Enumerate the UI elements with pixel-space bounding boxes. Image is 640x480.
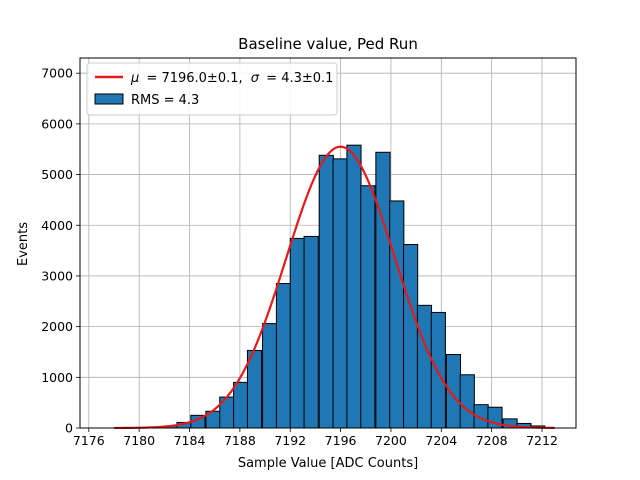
x-tick-label: 7180 [123, 433, 155, 448]
legend: μ = 7196.0±0.1, σ = 4.3±0.1 RMS = 4.3 [86, 62, 338, 116]
legend-sigma-value: = 4.3±0.1 [266, 71, 333, 86]
x-tick-label: 7196 [325, 433, 357, 448]
x-tick-label: 7212 [526, 433, 558, 448]
histogram-bar [403, 244, 419, 429]
legend-mu-symbol: μ [130, 71, 139, 86]
y-axis-label: Events [16, 222, 31, 266]
fit-curve [113, 145, 555, 430]
histogram-bar [332, 158, 348, 429]
histogram-bar [233, 381, 249, 429]
y-tick-label: 2000 [41, 319, 73, 334]
y-tick-label: 0 [65, 421, 73, 436]
y-tick-label: 4000 [41, 218, 73, 233]
legend-sigma-symbol: σ [251, 71, 260, 86]
histogram-bar [430, 311, 446, 429]
y-tick-label: 5000 [41, 167, 73, 182]
histogram-bar [303, 235, 319, 429]
legend-hist-swatch [94, 93, 124, 105]
histogram-bar [459, 374, 475, 429]
histogram-bar [360, 185, 376, 429]
x-axis-label: Sample Value [ADC Counts] [238, 456, 418, 471]
x-tick-label: 7204 [425, 433, 457, 448]
y-tick-label: 7000 [41, 66, 73, 81]
histogram-bar [416, 304, 433, 429]
histogram-bar [346, 144, 362, 429]
histogram-bar [262, 323, 278, 429]
axis-ticks: 7176 7180 7184 7188 7192 7196 7200 7204 7208 7212… [41, 66, 558, 448]
x-tick-label: 7208 [476, 433, 508, 448]
legend-fit-label: μ = 7196.0±0.1, σ = 4.3±0.1 [130, 71, 333, 86]
histogram-bar [375, 151, 391, 429]
y-tick-label: 1000 [41, 370, 73, 385]
legend-mu-value: = 7196.0±0.1, [146, 71, 242, 86]
x-tick-label: 7184 [174, 433, 206, 448]
histogram-bar [318, 154, 334, 429]
x-tick-label: 7176 [73, 433, 105, 448]
y-tick-label: 3000 [41, 268, 73, 283]
legend-hist-label: RMS = 4.3 [131, 93, 199, 108]
legend-box [86, 62, 338, 116]
chart-title: Baseline value, Ped Run [238, 35, 418, 53]
plot-frame [79, 57, 577, 429]
histogram-bar [275, 283, 292, 429]
x-tick-label: 7192 [274, 433, 306, 448]
x-tick-label: 7200 [375, 433, 407, 448]
y-tick-label: 6000 [41, 116, 73, 131]
histogram-bar [389, 200, 405, 429]
fit-curve-layer [113, 145, 555, 430]
histogram-bar [289, 237, 305, 429]
x-tick-label: 7188 [224, 433, 256, 448]
